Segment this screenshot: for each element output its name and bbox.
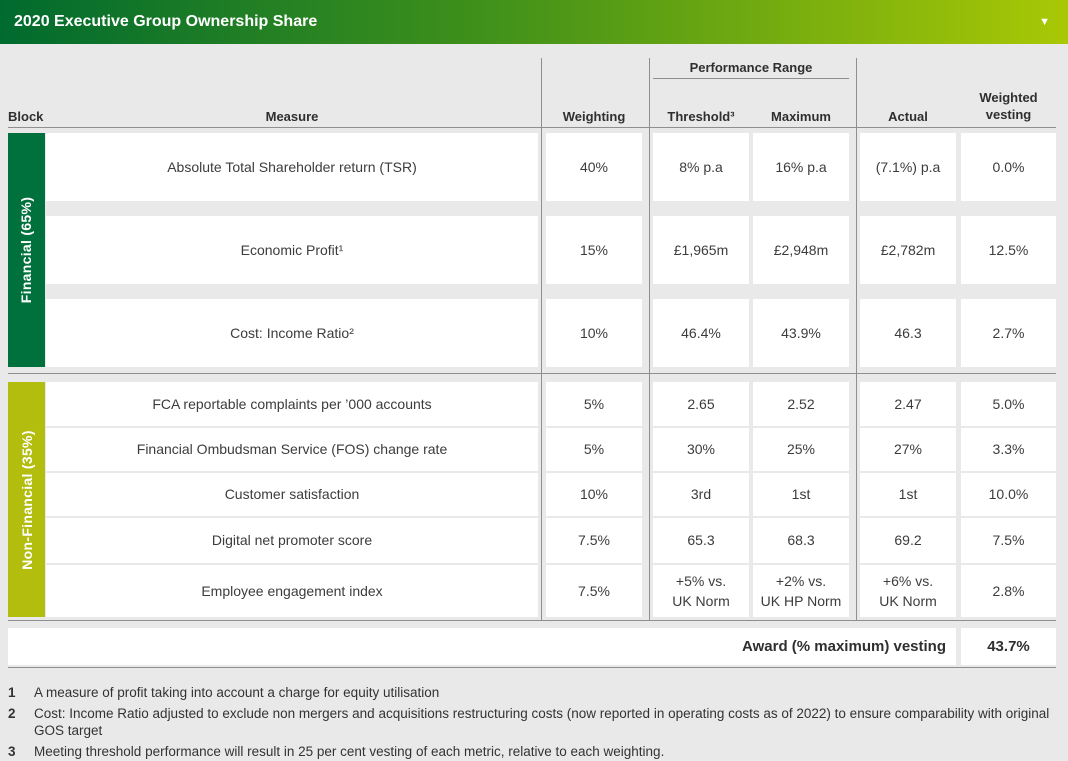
actual-cell: 46.3 bbox=[860, 299, 956, 367]
column-header-maximum: Maximum bbox=[771, 109, 831, 124]
measure-cell: Digital net promoter score bbox=[46, 518, 538, 563]
weighted-vesting-cell: 0.0% bbox=[961, 133, 1056, 201]
threshold-cell: 2.65 bbox=[653, 382, 749, 426]
measure-cell: Customer satisfaction bbox=[46, 473, 538, 516]
maximum-cell: 16% p.a bbox=[753, 133, 849, 201]
maximum-cell: £2,948m bbox=[753, 216, 849, 284]
column-header-weighted-vesting: Weighted vesting bbox=[979, 90, 1038, 123]
column-header-threshold: Threshold³ bbox=[667, 109, 735, 124]
threshold-cell: 3rd bbox=[653, 473, 749, 516]
threshold-cell: 46.4% bbox=[653, 299, 749, 367]
maximum-cell: 2.52 bbox=[753, 382, 849, 426]
maximum-cell: +2% vs. UK HP Norm bbox=[753, 565, 849, 617]
actual-cell: +6% vs. UK Norm bbox=[860, 565, 956, 617]
footnote-number: 3 bbox=[8, 744, 16, 759]
section-divider-line bbox=[8, 373, 1056, 374]
column-header-block: Block bbox=[8, 109, 44, 124]
non-financial-block-sidebar: Non-Financial (35%) bbox=[8, 382, 45, 617]
actual-cell: 27% bbox=[860, 428, 956, 471]
footnote-number: 2 bbox=[8, 706, 16, 721]
threshold-cell: 8% p.a bbox=[653, 133, 749, 201]
maximum-cell: 68.3 bbox=[753, 518, 849, 563]
measure-cell: Economic Profit¹ bbox=[46, 216, 538, 284]
actual-cell: £2,782m bbox=[860, 216, 956, 284]
measure-cell: Absolute Total Shareholder return (TSR) bbox=[46, 133, 538, 201]
footnote: 3 Meeting threshold performance will res… bbox=[8, 743, 1052, 760]
threshold-cell: +5% vs. UK Norm bbox=[653, 565, 749, 617]
footnote-number: 1 bbox=[8, 685, 16, 700]
weighted-vesting-cell: 7.5% bbox=[961, 518, 1056, 563]
threshold-cell: 30% bbox=[653, 428, 749, 471]
actual-cell: (7.1%) p.a bbox=[860, 133, 956, 201]
column-header-measure: Measure bbox=[265, 109, 319, 124]
weighted-vesting-cell: 5.0% bbox=[961, 382, 1056, 426]
weighting-cell: 5% bbox=[546, 428, 642, 471]
maximum-cell: 43.9% bbox=[753, 299, 849, 367]
weighting-cell: 5% bbox=[546, 382, 642, 426]
performance-range-underline bbox=[653, 78, 849, 79]
column-divider-line bbox=[856, 58, 857, 620]
financial-block-sidebar: Financial (65%) bbox=[8, 133, 45, 367]
footnote-text: Cost: Income Ratio adjusted to exclude n… bbox=[34, 706, 1050, 738]
footnotes: 1 A measure of profit taking into accoun… bbox=[8, 684, 1052, 761]
weighting-cell: 7.5% bbox=[546, 518, 642, 563]
measure-cell: Financial Ombudsman Service (FOS) change… bbox=[46, 428, 538, 471]
non-financial-block-label: Non-Financial (35%) bbox=[18, 429, 35, 570]
footnote-text: Meeting threshold performance will resul… bbox=[34, 744, 665, 759]
weighting-cell: 7.5% bbox=[546, 565, 642, 617]
weighting-cell: 40% bbox=[546, 133, 642, 201]
column-header-weighting: Weighting bbox=[562, 109, 626, 124]
column-divider-line bbox=[649, 58, 650, 620]
maximum-cell: 1st bbox=[753, 473, 849, 516]
weighted-vesting-cell: 2.8% bbox=[961, 565, 1056, 617]
header-divider-line bbox=[8, 127, 1056, 128]
actual-cell: 2.47 bbox=[860, 382, 956, 426]
actual-cell: 1st bbox=[860, 473, 956, 516]
column-divider-line bbox=[541, 58, 542, 620]
table-bottom-line bbox=[8, 620, 1056, 621]
section-header-bar: 2020 Executive Group Ownership Share ▼ bbox=[0, 0, 1068, 44]
measure-cell: Employee engagement index bbox=[46, 565, 538, 617]
weighted-vesting-cell: 2.7% bbox=[961, 299, 1056, 367]
financial-block-label: Financial (65%) bbox=[18, 196, 35, 304]
performance-range-label: Performance Range bbox=[689, 60, 813, 75]
chevron-down-icon[interactable]: ▼ bbox=[1039, 16, 1050, 28]
measure-cell: Cost: Income Ratio² bbox=[46, 299, 538, 367]
actual-cell: 69.2 bbox=[860, 518, 956, 563]
award-bottom-line bbox=[8, 667, 1056, 668]
award-vesting-label: Award (% maximum) vesting bbox=[8, 628, 956, 665]
measure-cell: FCA reportable complaints per ’000 accou… bbox=[46, 382, 538, 426]
weighted-vesting-cell: 10.0% bbox=[961, 473, 1056, 516]
footnote: 2 Cost: Income Ratio adjusted to exclude… bbox=[8, 705, 1052, 739]
weighting-cell: 10% bbox=[546, 473, 642, 516]
section-title: 2020 Executive Group Ownership Share bbox=[14, 13, 318, 30]
threshold-cell: 65.3 bbox=[653, 518, 749, 563]
footnote: 1 A measure of profit taking into accoun… bbox=[8, 684, 1052, 701]
maximum-cell: 25% bbox=[753, 428, 849, 471]
weighting-cell: 10% bbox=[546, 299, 642, 367]
column-header-actual: Actual bbox=[888, 109, 928, 124]
award-vesting-value: 43.7% bbox=[961, 628, 1056, 665]
weighting-cell: 15% bbox=[546, 216, 642, 284]
weighted-vesting-cell: 12.5% bbox=[961, 216, 1056, 284]
threshold-cell: £1,965m bbox=[653, 216, 749, 284]
footnote-text: A measure of profit taking into account … bbox=[34, 685, 440, 700]
weighted-vesting-cell: 3.3% bbox=[961, 428, 1056, 471]
